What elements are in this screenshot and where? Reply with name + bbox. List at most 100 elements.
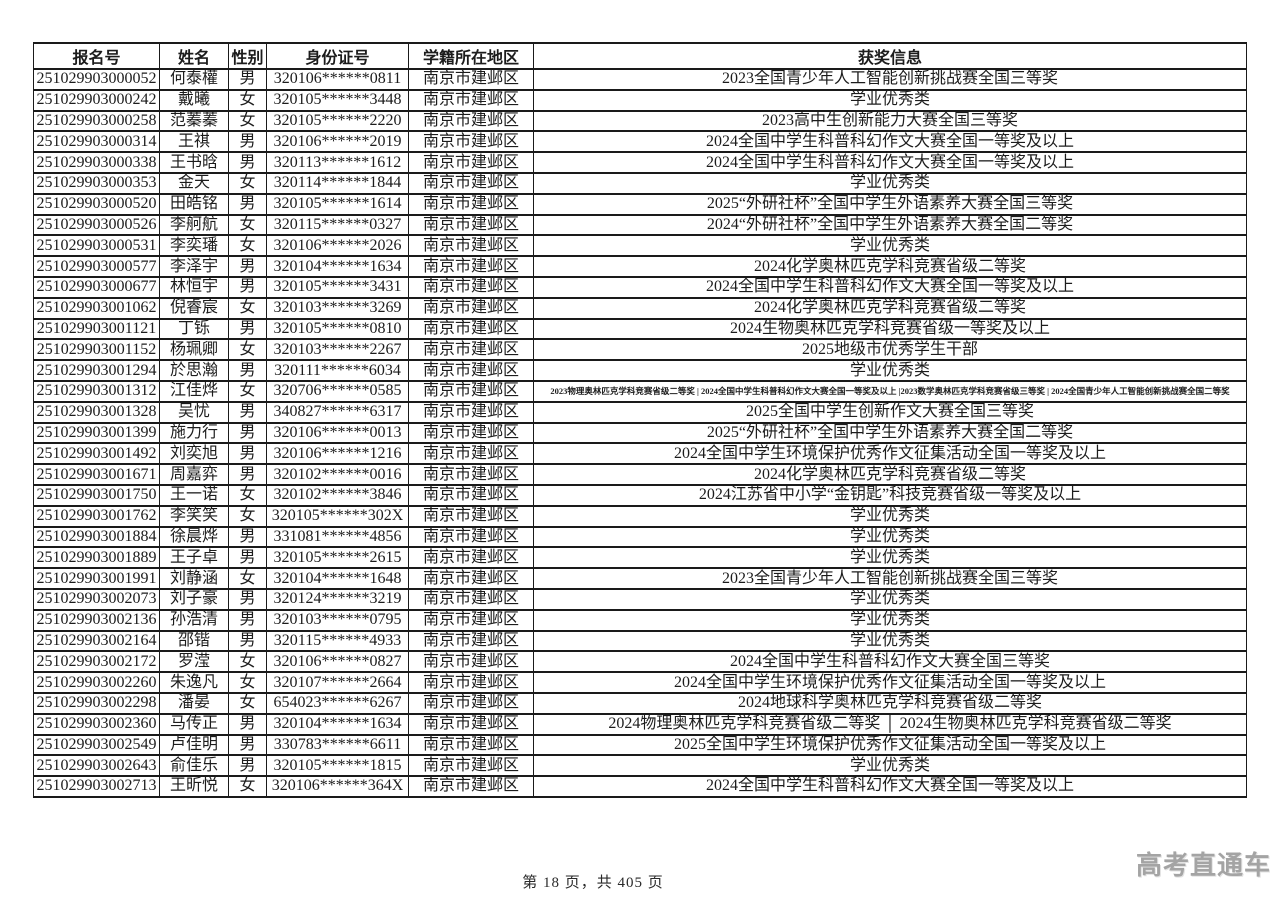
cell-id-no: 320124******3219 <box>266 587 409 611</box>
cell-id-no: 320103******2267 <box>266 338 409 362</box>
cell-reg-no: 251029903001294 <box>33 359 160 382</box>
cell-id-no: 654023******6267 <box>266 691 409 715</box>
cell-district: 南京市建邺区 <box>408 213 534 237</box>
cell-award: 2025全国中学生环境保护优秀作文征集活动全国一等奖及以上 <box>533 733 1247 757</box>
cell-name: 徐晨烨 <box>159 525 229 549</box>
cell-name: 倪睿宸 <box>159 296 229 320</box>
cell-reg-no: 251029903001062 <box>33 296 160 320</box>
cell-district: 南京市建邺区 <box>408 296 534 320</box>
table-row: 251029903000677 林恒宇 男 320105******3431 南… <box>33 275 1247 299</box>
table-row: 251029903001121 丁铄 男 320105******0810 南京… <box>33 317 1247 341</box>
cell-name: 王祺 <box>159 130 229 154</box>
cell-district: 南京市建邺区 <box>408 255 534 278</box>
cell-id-no: 320104******1634 <box>266 712 409 736</box>
cell-award: 2025地级市优秀学生干部 <box>533 338 1247 362</box>
cell-district: 南京市建邺区 <box>408 754 534 778</box>
column-header-name: 姓名 <box>159 42 229 70</box>
table-row: 251029903000052 何泰權 男 320106******0811 南… <box>33 68 1247 91</box>
column-header-gender: 性别 <box>228 42 267 70</box>
cell-award: 2024江苏省中小学“金钥匙”科技竞赛省级一等奖及以上 <box>533 483 1247 507</box>
cell-name: 李笑笑 <box>159 504 229 528</box>
cell-district: 南京市建邺区 <box>408 775 534 798</box>
table-row: 251029903001889 王子卓 男 320105******2615 南… <box>33 546 1247 570</box>
cell-name: 施力行 <box>159 421 229 445</box>
cell-gender: 女 <box>228 171 267 195</box>
table-row: 251029903002298 潘晏 女 654023******6267 南京… <box>33 691 1247 715</box>
cell-name: 吴忧 <box>159 400 229 424</box>
cell-district: 南京市建邺区 <box>408 691 534 715</box>
table-row: 251029903001492 刘奕旭 男 320106******1216 南… <box>33 442 1247 466</box>
cell-gender: 男 <box>228 712 267 736</box>
cell-id-no: 320105******302X <box>266 504 409 528</box>
cell-id-no: 320107******2664 <box>266 671 409 694</box>
cell-district: 南京市建邺区 <box>408 525 534 549</box>
cell-reg-no: 251029903001312 <box>33 379 160 403</box>
table-row: 251029903000242 戴曦 女 320105******3448 南京… <box>33 88 1247 112</box>
cell-award: 2024全国中学生科普科幻作文大赛全国一等奖及以上 <box>533 775 1247 798</box>
cell-id-no: 320104******1634 <box>266 255 409 278</box>
cell-reg-no: 251029903000520 <box>33 192 160 216</box>
cell-id-no: 320106******364X <box>266 775 409 798</box>
cell-reg-no: 251029903002360 <box>33 712 160 736</box>
cell-award: 学业优秀类 <box>533 359 1247 382</box>
cell-name: 刘子豪 <box>159 587 229 611</box>
table-row: 251029903000353 金天 女 320114******1844 南京… <box>33 171 1247 195</box>
cell-district: 南京市建邺区 <box>408 546 534 570</box>
cell-name: 朱逸凡 <box>159 671 229 694</box>
cell-reg-no: 251029903001328 <box>33 400 160 424</box>
cell-gender: 女 <box>228 338 267 362</box>
cell-name: 杨珮卿 <box>159 338 229 362</box>
cell-name: 李舸航 <box>159 213 229 237</box>
cell-reg-no: 251029903002298 <box>33 691 160 715</box>
cell-district: 南京市建邺区 <box>408 733 534 757</box>
cell-gender: 女 <box>228 213 267 237</box>
cell-district: 南京市建邺区 <box>408 151 534 174</box>
cell-id-no: 320106******1216 <box>266 442 409 466</box>
cell-gender: 女 <box>228 775 267 798</box>
cell-reg-no: 251029903000258 <box>33 109 160 133</box>
cell-id-no: 320106******0827 <box>266 650 409 674</box>
cell-id-no: 320105******3448 <box>266 88 409 112</box>
cell-name: 俞佳乐 <box>159 754 229 778</box>
cell-award: 2024全国中学生科普科幻作文大赛全国一等奖及以上 <box>533 275 1247 299</box>
cell-reg-no: 251029903002260 <box>33 671 160 694</box>
cell-name: 孙浩清 <box>159 608 229 632</box>
cell-gender: 女 <box>228 650 267 674</box>
cell-award: 2024物理奥林匹克学科竞赛省级二等奖 │ 2024生物奥林匹克学科竞赛省级二等… <box>533 712 1247 736</box>
column-header-award: 获奖信息 <box>533 42 1247 70</box>
cell-id-no: 320115******0327 <box>266 213 409 237</box>
cell-award: 2024化学奥林匹克学科竞赛省级二等奖 <box>533 296 1247 320</box>
cell-district: 南京市建邺区 <box>408 317 534 341</box>
cell-name: 王一诺 <box>159 483 229 507</box>
cell-name: 林恒宇 <box>159 275 229 299</box>
table-row: 251029903002073 刘子豪 男 320124******3219 南… <box>33 587 1247 611</box>
column-header-district: 学籍所在地区 <box>408 42 534 70</box>
cell-reg-no: 251029903000052 <box>33 68 160 91</box>
cell-reg-no: 251029903001884 <box>33 525 160 549</box>
cell-gender: 男 <box>228 421 267 445</box>
cell-reg-no: 251029903001762 <box>33 504 160 528</box>
cell-award: 学业优秀类 <box>533 754 1247 778</box>
cell-id-no: 320706******0585 <box>266 379 409 403</box>
cell-reg-no: 251029903001750 <box>33 483 160 507</box>
cell-award: 学业优秀类 <box>533 234 1247 258</box>
table-row: 251029903002360 马传正 男 320104******1634 南… <box>33 712 1247 736</box>
cell-id-no: 320105******1815 <box>266 754 409 778</box>
column-header-id-no: 身份证号 <box>266 42 409 70</box>
cell-reg-no: 251029903002172 <box>33 650 160 674</box>
cell-award: 学业优秀类 <box>533 546 1247 570</box>
table-row: 251029903002164 邵锴 男 320115******4933 南京… <box>33 629 1247 653</box>
cell-award: 2024化学奥林匹克学科竞赛省级二等奖 <box>533 463 1247 486</box>
header-row: 报名号 姓名 性别 身份证号 学籍所在地区 获奖信息 <box>33 42 1247 70</box>
cell-award: 学业优秀类 <box>533 171 1247 195</box>
cell-gender: 男 <box>228 130 267 154</box>
cell-district: 南京市建邺区 <box>408 400 534 424</box>
cell-award: 2024“外研社杯”全国中学生外语素养大赛全国二等奖 <box>533 213 1247 237</box>
cell-gender: 男 <box>228 442 267 466</box>
table-row: 251029903001294 於思瀚 男 320111******6034 南… <box>33 359 1247 382</box>
cell-gender: 男 <box>228 255 267 278</box>
cell-reg-no: 251029903000314 <box>33 130 160 154</box>
cell-district: 南京市建邺区 <box>408 629 534 653</box>
table-body: 251029903000052 何泰權 男 320106******0811 南… <box>33 68 1247 798</box>
